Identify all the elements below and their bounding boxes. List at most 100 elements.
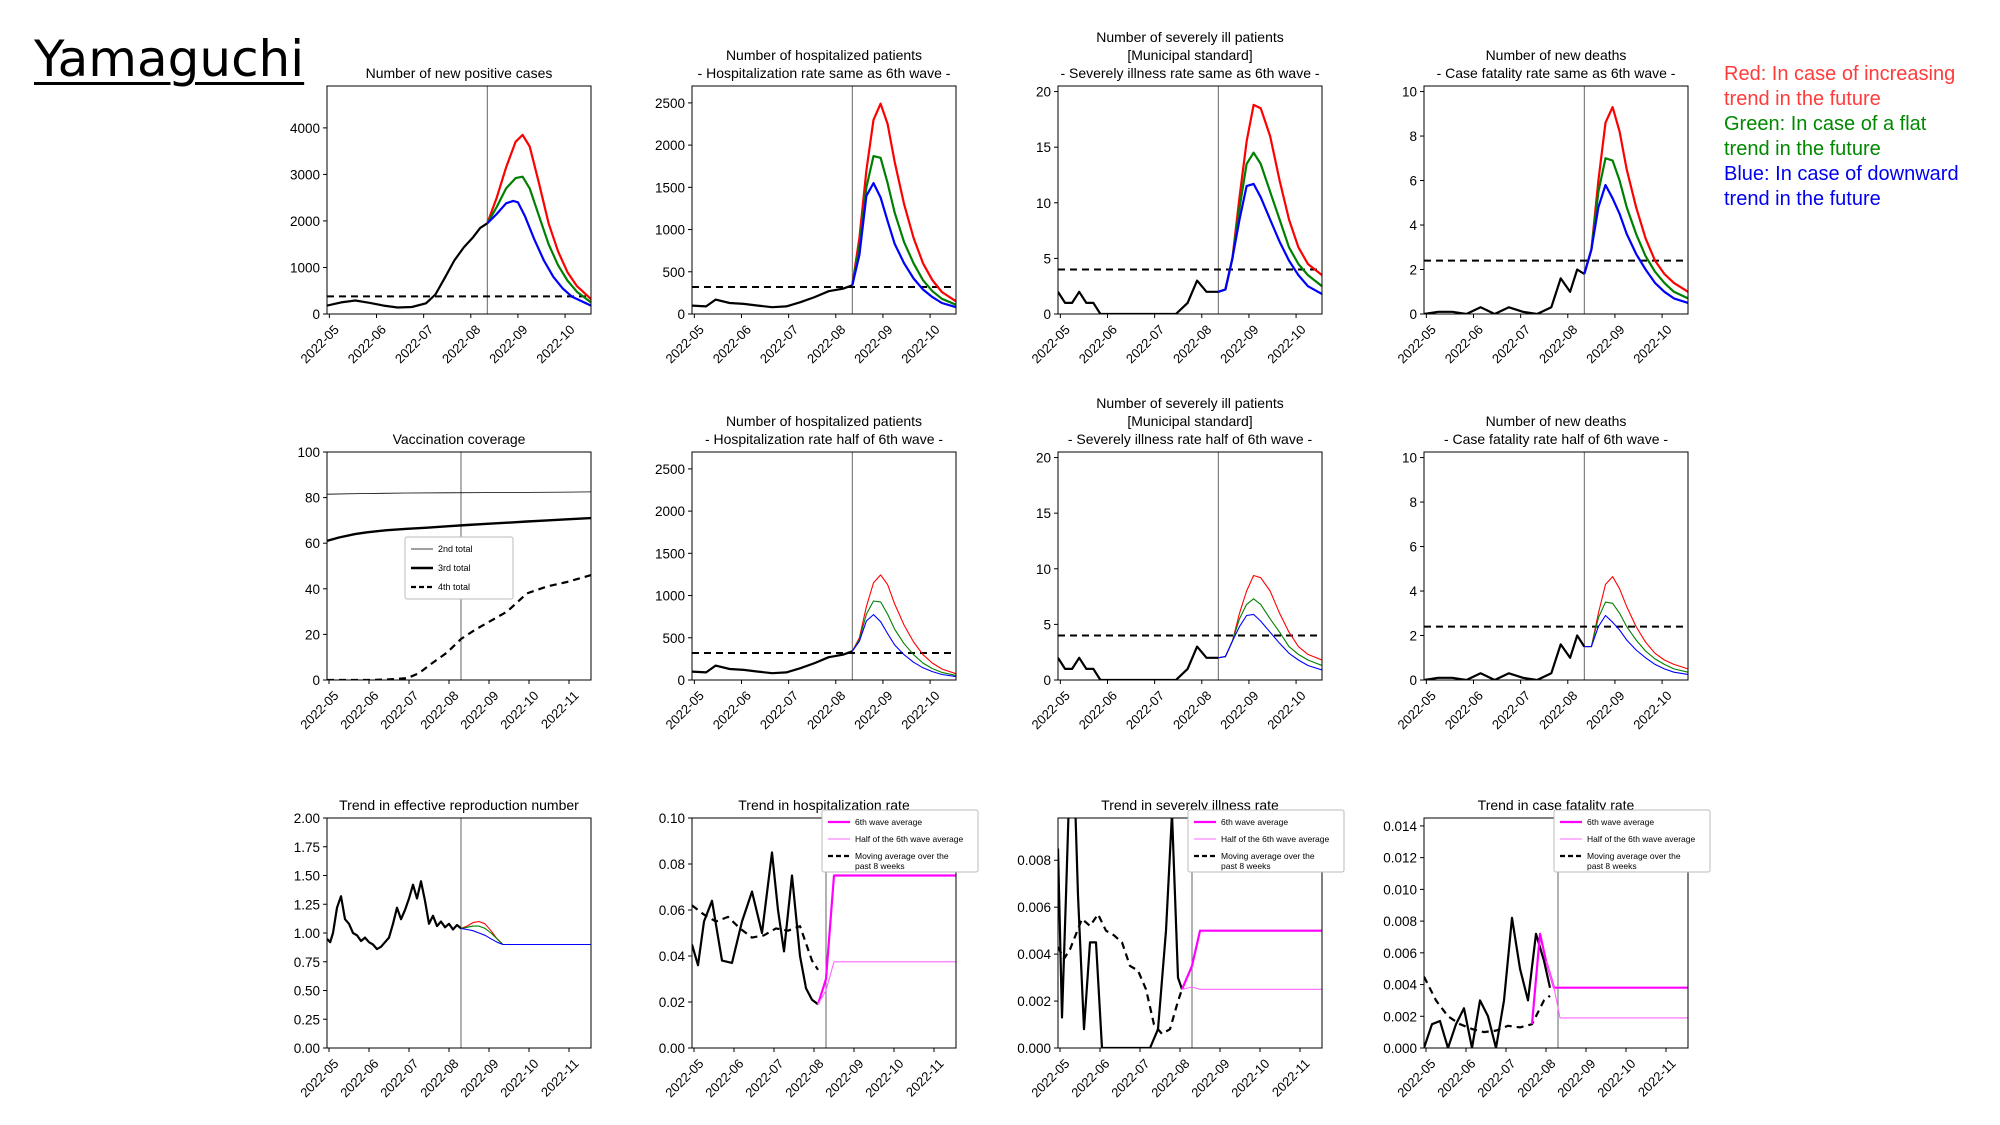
y-tick-label: 10 [1402,451,1417,466]
x-tick-label: 2022-10 [898,688,942,732]
y-tick-label: 8 [1409,495,1417,510]
y-tick-label: 0 [677,673,685,688]
x-tick-label: 2022-11 [903,1056,947,1100]
x-tick-label: 2022-10 [1228,1056,1272,1100]
x-tick-label: 2022-09 [486,322,530,366]
legend-label: Half of the 6th wave average [1587,834,1695,844]
chart-c7: Number of severely ill patients [Municipa… [1029,395,1323,732]
x-tick-label: 2022-06 [1076,688,1120,732]
x-tick-label: 2022-05 [1029,322,1073,366]
x-tick-label: 2022-05 [298,322,342,366]
plot-frame [691,451,957,681]
x-tick-label: 2022-05 [663,322,707,366]
y-tick-label: 1.25 [294,897,320,912]
x-tick-label: 2022-07 [377,688,421,732]
x-tick-label: 2022-06 [1068,1056,1112,1100]
legend-note-line-5: Blue: In case of downward [1724,163,1959,185]
legend-label: 4th total [438,582,470,592]
legend-label: 6th wave average [855,817,922,827]
y-tick-label: 0 [1043,307,1051,322]
x-tick-label: 2022-06 [337,688,381,732]
x-tick-label: 2022-11 [538,1056,582,1100]
chart-title-line: - Severely illness rate half of 6th wave… [1068,431,1313,447]
series-line-black [327,880,462,951]
legend-box [404,536,514,600]
y-tick-label: 0.08 [659,857,685,872]
series-line-green_thin [1584,601,1688,673]
x-tick-label: 2022-11 [538,688,582,732]
y-tick-label: 0.50 [294,984,320,999]
x-tick-label: 2022-06 [1434,1056,1478,1100]
x-tick-label: 2022-07 [757,688,801,732]
plot-frame [326,85,592,315]
chart-title-line: Number of severely ill patients [1096,395,1284,411]
x-tick-label: 2022-08 [804,322,848,366]
legend-label: Moving average over the [855,851,949,861]
series-line-magenta [1180,929,1322,990]
x-tick-label: 2022-09 [1554,1056,1598,1100]
series-group [692,102,956,309]
legend-note-line-1: Red: In case of increasing [1724,63,1956,85]
chart-title-line: Trend in effective reproduction number [339,797,579,813]
series-group [1424,105,1688,314]
x-tick-label: 2022-08 [417,688,461,732]
chart-c10: Trend in hospitalization rate 0.00 0.02 0.0… [659,797,979,1100]
x-tick-label: 2022-05 [663,688,707,732]
y-tick-label: 0.000 [1017,1041,1051,1056]
chart-c5: Vaccination coverage0204060801002022-052… [297,431,592,732]
chart-c2: Number of hospitalized patients - Hospita… [655,47,957,366]
legend-label: 2nd total [438,544,473,554]
x-tick-label: 2022-08 [439,322,483,366]
y-tick-label: 5 [1043,617,1051,632]
y-tick-label: 2000 [655,504,685,519]
x-tick-label: 2022-09 [457,1056,501,1100]
legend-label: 6th wave average [1221,817,1288,827]
y-tick-label: 2 [1409,263,1417,278]
series-group [692,574,956,678]
chart-title-line: Number of hospitalized patients [726,47,922,63]
x-tick-label: 2022-09 [1217,688,1261,732]
y-tick-label: 10 [1036,196,1051,211]
series-line-dashed [327,574,591,680]
series-group [327,880,591,951]
y-tick-label: 2 [1409,629,1417,644]
chart-c12: Trend in case fatality rate 0.000 0.002 0.0… [1383,797,1711,1100]
x-tick-label: 2022-07 [757,322,801,366]
series-line-blue [1217,182,1322,295]
y-tick-label: 0 [312,673,320,688]
legend-label: Half of the 6th wave average [855,834,963,844]
series-line-black [1424,634,1586,680]
series-line-thick [327,516,591,543]
series-line-red_thin [1218,574,1322,661]
chart-title-line: Number of new positive cases [366,65,553,81]
chart-c11: Trend in severely illness rate 0.000 0.002… [1017,797,1345,1100]
y-tick-label: 100 [297,445,320,460]
series-line-black [1424,268,1585,314]
plot-frame [326,817,592,1049]
y-tick-label: 0.004 [1383,978,1417,993]
y-tick-label: 1500 [655,180,685,195]
x-tick-label: 2022-09 [851,688,895,732]
series-group [1058,103,1322,314]
y-tick-label: 0 [312,307,320,322]
series-line-blue [851,182,956,309]
y-tick-label: 2.00 [294,811,320,826]
chart-title-line: Number of new deaths [1486,413,1627,429]
x-tick-label: 2022-06 [337,1056,381,1100]
y-tick-label: 3000 [290,167,320,182]
series-line-thin [327,491,591,495]
series-line-black [692,851,819,1006]
y-tick-label: 0.000 [1383,1041,1417,1056]
x-tick-label: 2022-07 [1489,322,1533,366]
series-line-green [851,155,956,306]
chart-title-line: Trend in severely illness rate [1101,797,1279,813]
x-tick-label: 2022-07 [1108,1056,1152,1100]
chart-c3: Number of severely ill patients [Municipa… [1029,29,1323,366]
x-tick-label: 2022-10 [898,322,942,366]
plot-frame [326,451,592,681]
y-tick-label: 0.002 [1383,1009,1417,1024]
y-tick-label: 6 [1409,540,1417,555]
x-tick-label: 2022-11 [1635,1056,1679,1100]
x-tick-label: 2022-08 [1170,688,1214,732]
